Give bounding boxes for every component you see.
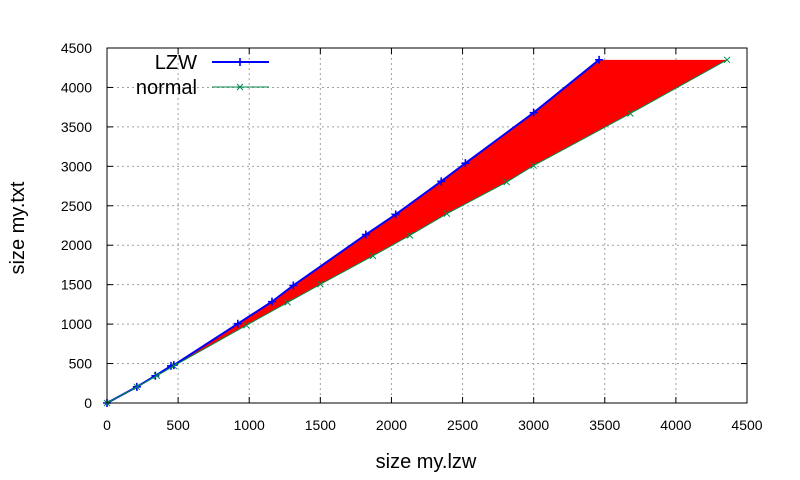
lzw-point <box>267 297 276 306</box>
lzw-point <box>289 281 298 290</box>
axis-ticks <box>106 47 748 404</box>
normal-point <box>170 362 178 370</box>
normal-point <box>530 162 538 169</box>
normal-point <box>443 210 451 218</box>
lzw-point <box>233 319 242 328</box>
y-tick-label: 500 <box>69 356 93 372</box>
x-tick-label: 3000 <box>518 417 549 433</box>
grid <box>107 48 747 403</box>
lzw-legend-label: LZW <box>155 52 197 74</box>
y-tick-label: 0 <box>84 395 92 411</box>
normal-point <box>627 110 634 117</box>
x-tick-label: 500 <box>166 417 190 433</box>
normal-point <box>503 178 510 186</box>
x-tick-label: 4500 <box>731 417 762 433</box>
x-tick-label: 3500 <box>589 417 620 433</box>
legend: LZW normal <box>136 52 269 99</box>
lzw-point <box>461 159 470 168</box>
x-tick-label: 2500 <box>447 417 478 433</box>
normal-legend-label: normal <box>136 77 197 99</box>
lzw-point <box>361 230 370 239</box>
y-axis-title: size my.txt <box>7 181 29 274</box>
lzw-series-line <box>106 59 600 404</box>
x-axis-title: size my.lzw <box>376 451 477 473</box>
lzw-point <box>437 177 446 186</box>
normal-point <box>723 56 731 64</box>
y-tick-label: 2000 <box>61 237 92 253</box>
normal-point <box>243 321 250 329</box>
lzw-point <box>169 361 178 370</box>
x-tick-label: 4000 <box>660 417 691 433</box>
y-tick-label: 4000 <box>61 79 92 95</box>
y-tick-label: 4500 <box>61 40 92 56</box>
x-tick-label: 2000 <box>376 417 407 433</box>
y-tick-label: 1000 <box>61 316 92 332</box>
plot-frame <box>106 47 748 404</box>
y-tick-label: 3000 <box>61 158 92 174</box>
lzw-point <box>529 108 538 117</box>
normal-point <box>133 383 141 391</box>
x-tick-label: 0 <box>103 417 111 433</box>
normal-legend-marker <box>236 83 244 91</box>
y-tick-label: 3500 <box>61 119 92 135</box>
x-tick-label: 1500 <box>305 417 336 433</box>
lzw-legend-marker <box>236 58 244 66</box>
normal-point <box>369 252 377 260</box>
normal-point <box>284 299 291 306</box>
lzw-point <box>151 371 160 380</box>
lzw-point <box>391 210 400 219</box>
tick-labels: 0 500 1000 1500 2000 2500 3000 3500 4000 4500 0 500… <box>61 40 763 433</box>
y-tick-label: 1500 <box>61 277 92 293</box>
normal-point <box>316 280 324 288</box>
normal-series-line <box>106 59 728 404</box>
normal-point <box>406 232 414 239</box>
lzw-point <box>595 55 604 64</box>
x-tick-label: 1000 <box>234 417 265 433</box>
y-tick-label: 2500 <box>61 198 92 214</box>
normal-point <box>153 372 161 380</box>
